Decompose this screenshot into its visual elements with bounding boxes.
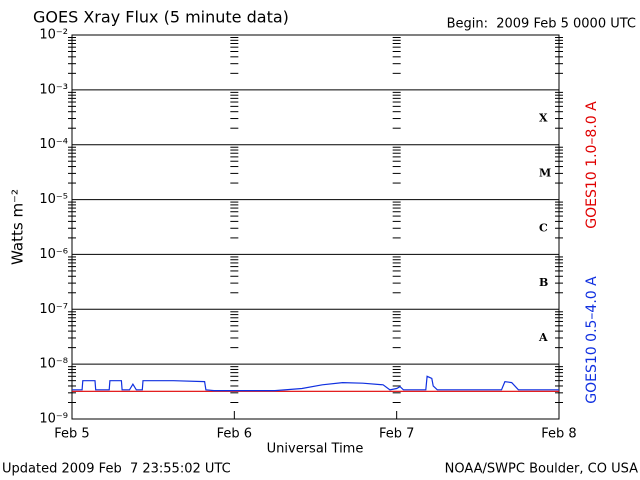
legend-entry: GOES10 0.5–4.0 A xyxy=(584,276,600,404)
x-tick-label: Feb 6 xyxy=(217,427,252,442)
chart-title: GOES Xray Flux (5 minute data) xyxy=(33,8,289,27)
x-label: Universal Time xyxy=(267,442,364,457)
y-tick-label: 10⁻⁸ xyxy=(39,357,68,372)
footer-left: Updated 2009 Feb 7 23:55:02 UTC xyxy=(2,462,231,477)
y-tick-label: 10⁻² xyxy=(39,28,68,43)
y-tick-label: 10⁻⁷ xyxy=(39,302,68,317)
subtitle: Begin: 2009 Feb 5 0000 UTC xyxy=(447,17,636,32)
flare-class: B xyxy=(539,276,548,289)
flare-class: M xyxy=(539,166,551,179)
series-line xyxy=(72,375,559,392)
flare-class: A xyxy=(538,331,548,344)
x-tick-label: Feb 5 xyxy=(54,427,89,442)
legend-entry: GOES10 1.0–8.0 A xyxy=(584,101,600,229)
flare-class: X xyxy=(539,112,548,125)
y-tick-label: 10⁻⁵ xyxy=(39,192,68,207)
y-label: Watts m⁻² xyxy=(9,189,27,265)
flare-class: C xyxy=(539,221,548,234)
x-tick-label: Feb 8 xyxy=(541,427,576,442)
y-tick-label: 10⁻⁶ xyxy=(39,247,68,262)
footer-right: NOAA/SWPC Boulder, CO USA xyxy=(445,462,638,477)
y-tick-label: 10⁻⁹ xyxy=(39,412,68,427)
x-tick-label: Feb 7 xyxy=(379,427,414,442)
y-tick-label: 10⁻³ xyxy=(39,82,68,97)
plot-frame xyxy=(71,34,560,420)
y-tick-label: 10⁻⁴ xyxy=(39,137,68,152)
